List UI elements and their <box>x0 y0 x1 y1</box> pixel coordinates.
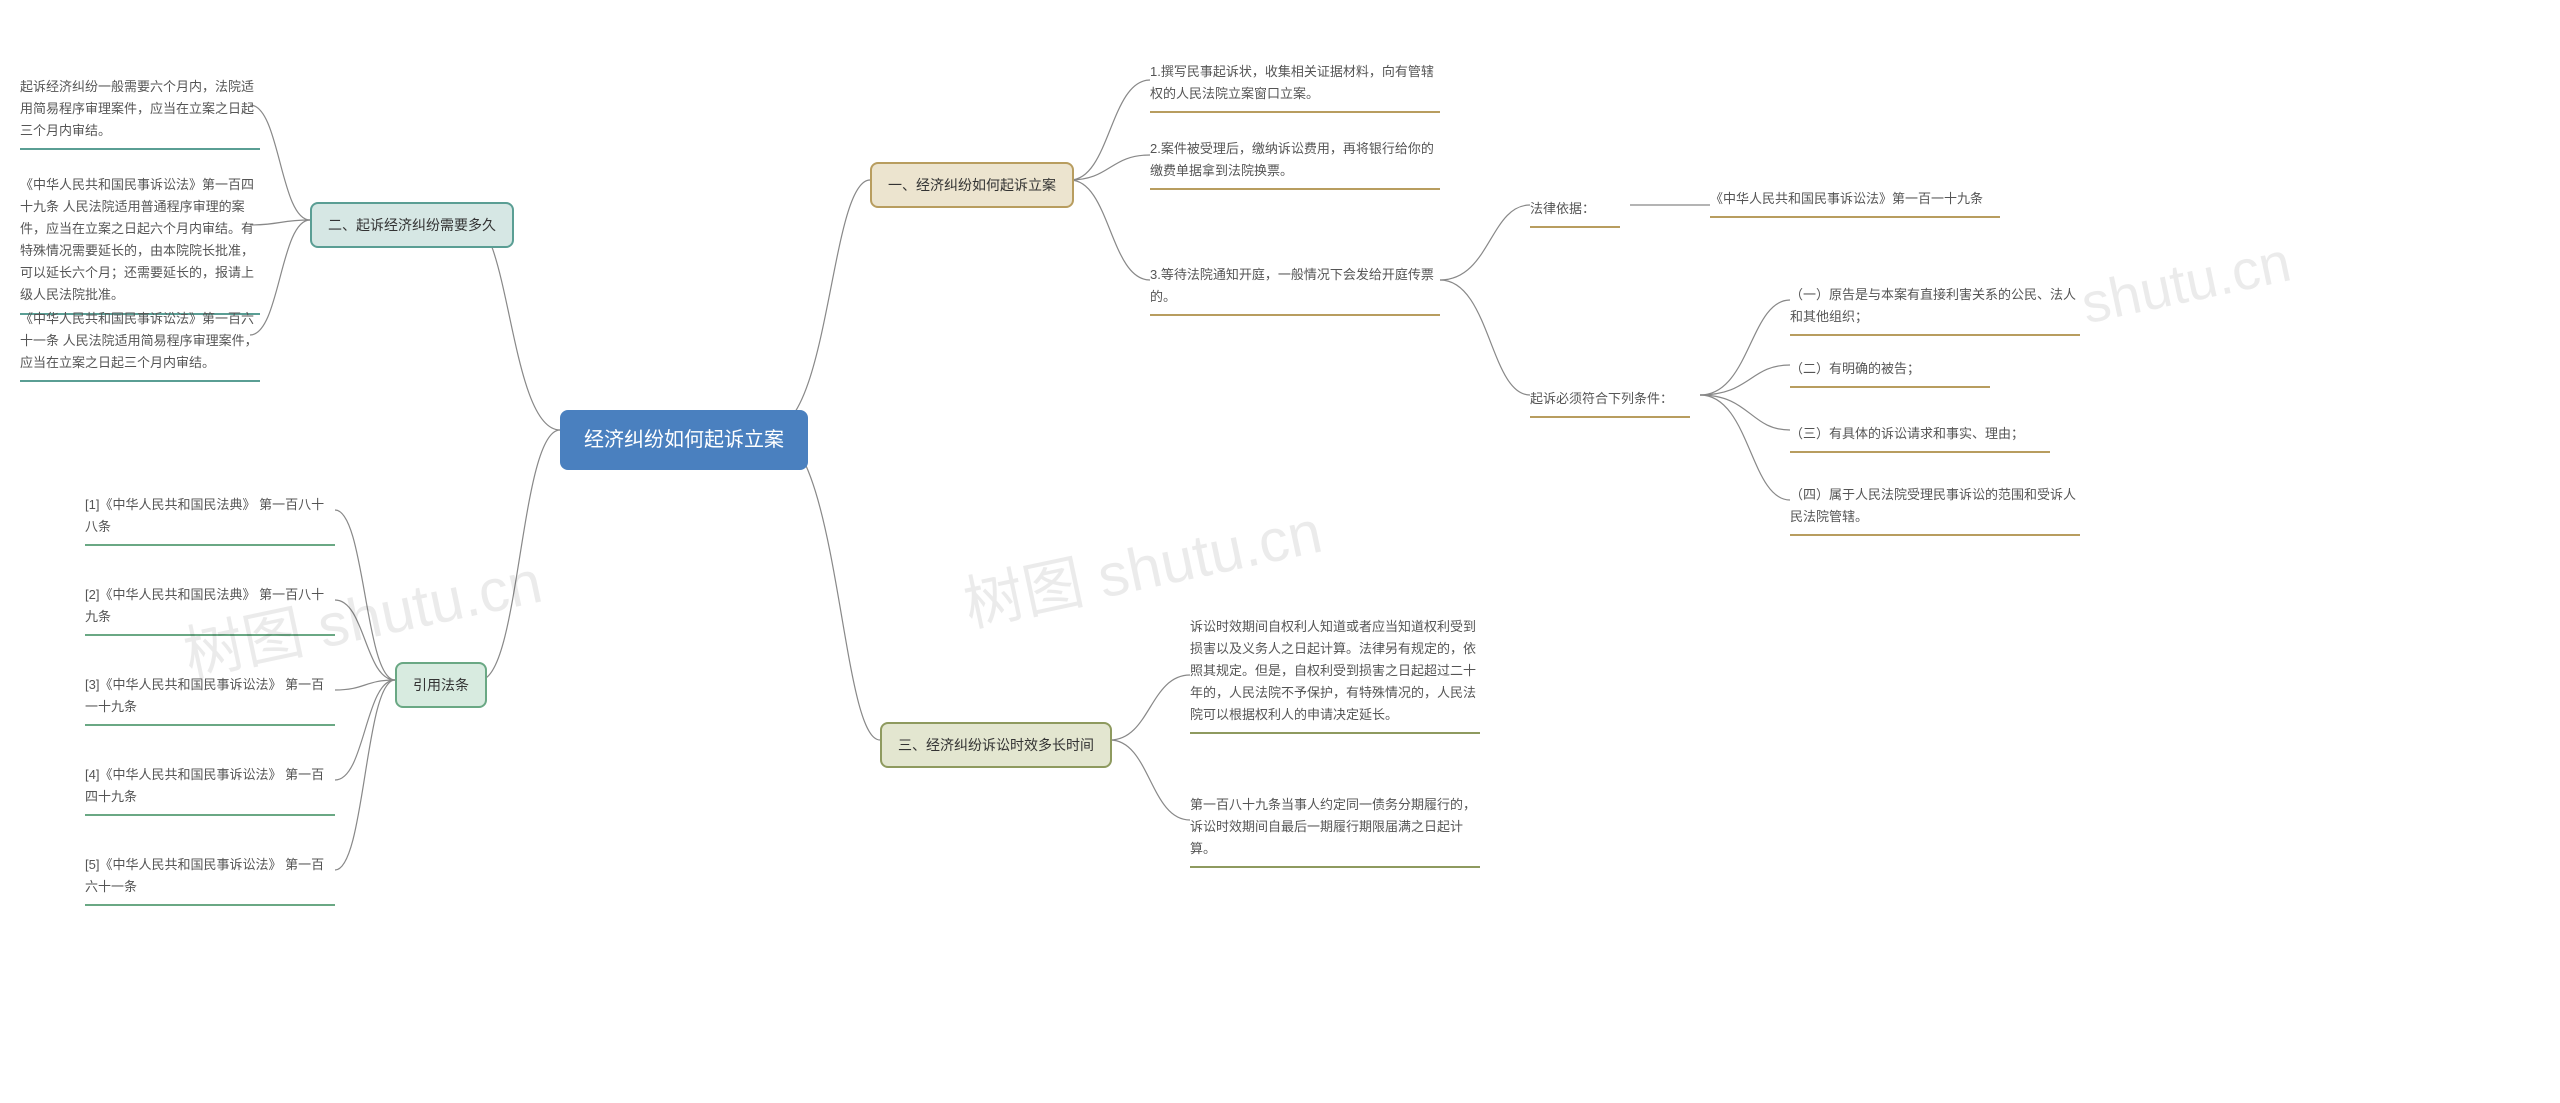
leaf-b4-4: [4]《中华人民共和国民事诉讼法》 第一百四十九条 <box>85 758 335 816</box>
mindmap-root[interactable]: 经济纠纷如何起诉立案 <box>560 410 808 470</box>
leaf-b1-3-c4: （四）属于人民法院受理民事诉讼的范围和受诉人民法院管辖。 <box>1790 478 2080 536</box>
leaf-b1-3-c1: （一）原告是与本案有直接利害关系的公民、法人和其他组织； <box>1790 278 2080 336</box>
leaf-b4-3: [3]《中华人民共和国民事诉讼法》 第一百一十九条 <box>85 668 335 726</box>
leaf-b1-1: 1.撰写民事起诉状，收集相关证据材料，向有管辖权的人民法院立案窗口立案。 <box>1150 55 1440 113</box>
leaf-b1-3-law: 法律依据： <box>1530 192 1620 228</box>
leaf-b3-1: 诉讼时效期间自权利人知道或者应当知道权利受到损害以及义务人之日起计算。法律另有规… <box>1190 610 1480 734</box>
leaf-b4-2: [2]《中华人民共和国民法典》 第一百八十九条 <box>85 578 335 636</box>
branch-b4[interactable]: 引用法条 <box>395 662 487 708</box>
leaf-b2-3: 《中华人民共和国民事诉讼法》第一百六十一条 人民法院适用简易程序审理案件，应当在… <box>20 302 260 382</box>
branch-b2[interactable]: 二、起诉经济纠纷需要多久 <box>310 202 514 248</box>
leaf-b1-3: 3.等待法院通知开庭，一般情况下会发给开庭传票的。 <box>1150 258 1440 316</box>
leaf-b1-3-c3: （三）有具体的诉讼请求和事实、理由； <box>1790 417 2050 453</box>
branch-b1[interactable]: 一、经济纠纷如何起诉立案 <box>870 162 1074 208</box>
leaf-b3-2: 第一百八十九条当事人约定同一债务分期履行的，诉讼时效期间自最后一期履行期限届满之… <box>1190 788 1480 868</box>
leaf-b4-1: [1]《中华人民共和国民法典》 第一百八十八条 <box>85 488 335 546</box>
leaf-b1-2: 2.案件被受理后，缴纳诉讼费用，再将银行给你的缴费单据拿到法院换票。 <box>1150 132 1440 190</box>
leaf-b4-5: [5]《中华人民共和国民事诉讼法》 第一百六十一条 <box>85 848 335 906</box>
leaf-b1-3-cond: 起诉必须符合下列条件： <box>1530 382 1690 418</box>
leaf-b2-2: 《中华人民共和国民事诉讼法》第一百四十九条 人民法院适用普通程序审理的案件，应当… <box>20 168 260 315</box>
branch-b3[interactable]: 三、经济纠纷诉讼时效多长时间 <box>880 722 1112 768</box>
leaf-b2-1: 起诉经济纠纷一般需要六个月内，法院适用简易程序审理案件，应当在立案之日起三个月内… <box>20 70 260 150</box>
leaf-b1-3-c2: （二）有明确的被告； <box>1790 352 1990 388</box>
leaf-b1-3-law-v: 《中华人民共和国民事诉讼法》第一百一十九条 <box>1710 182 2000 218</box>
